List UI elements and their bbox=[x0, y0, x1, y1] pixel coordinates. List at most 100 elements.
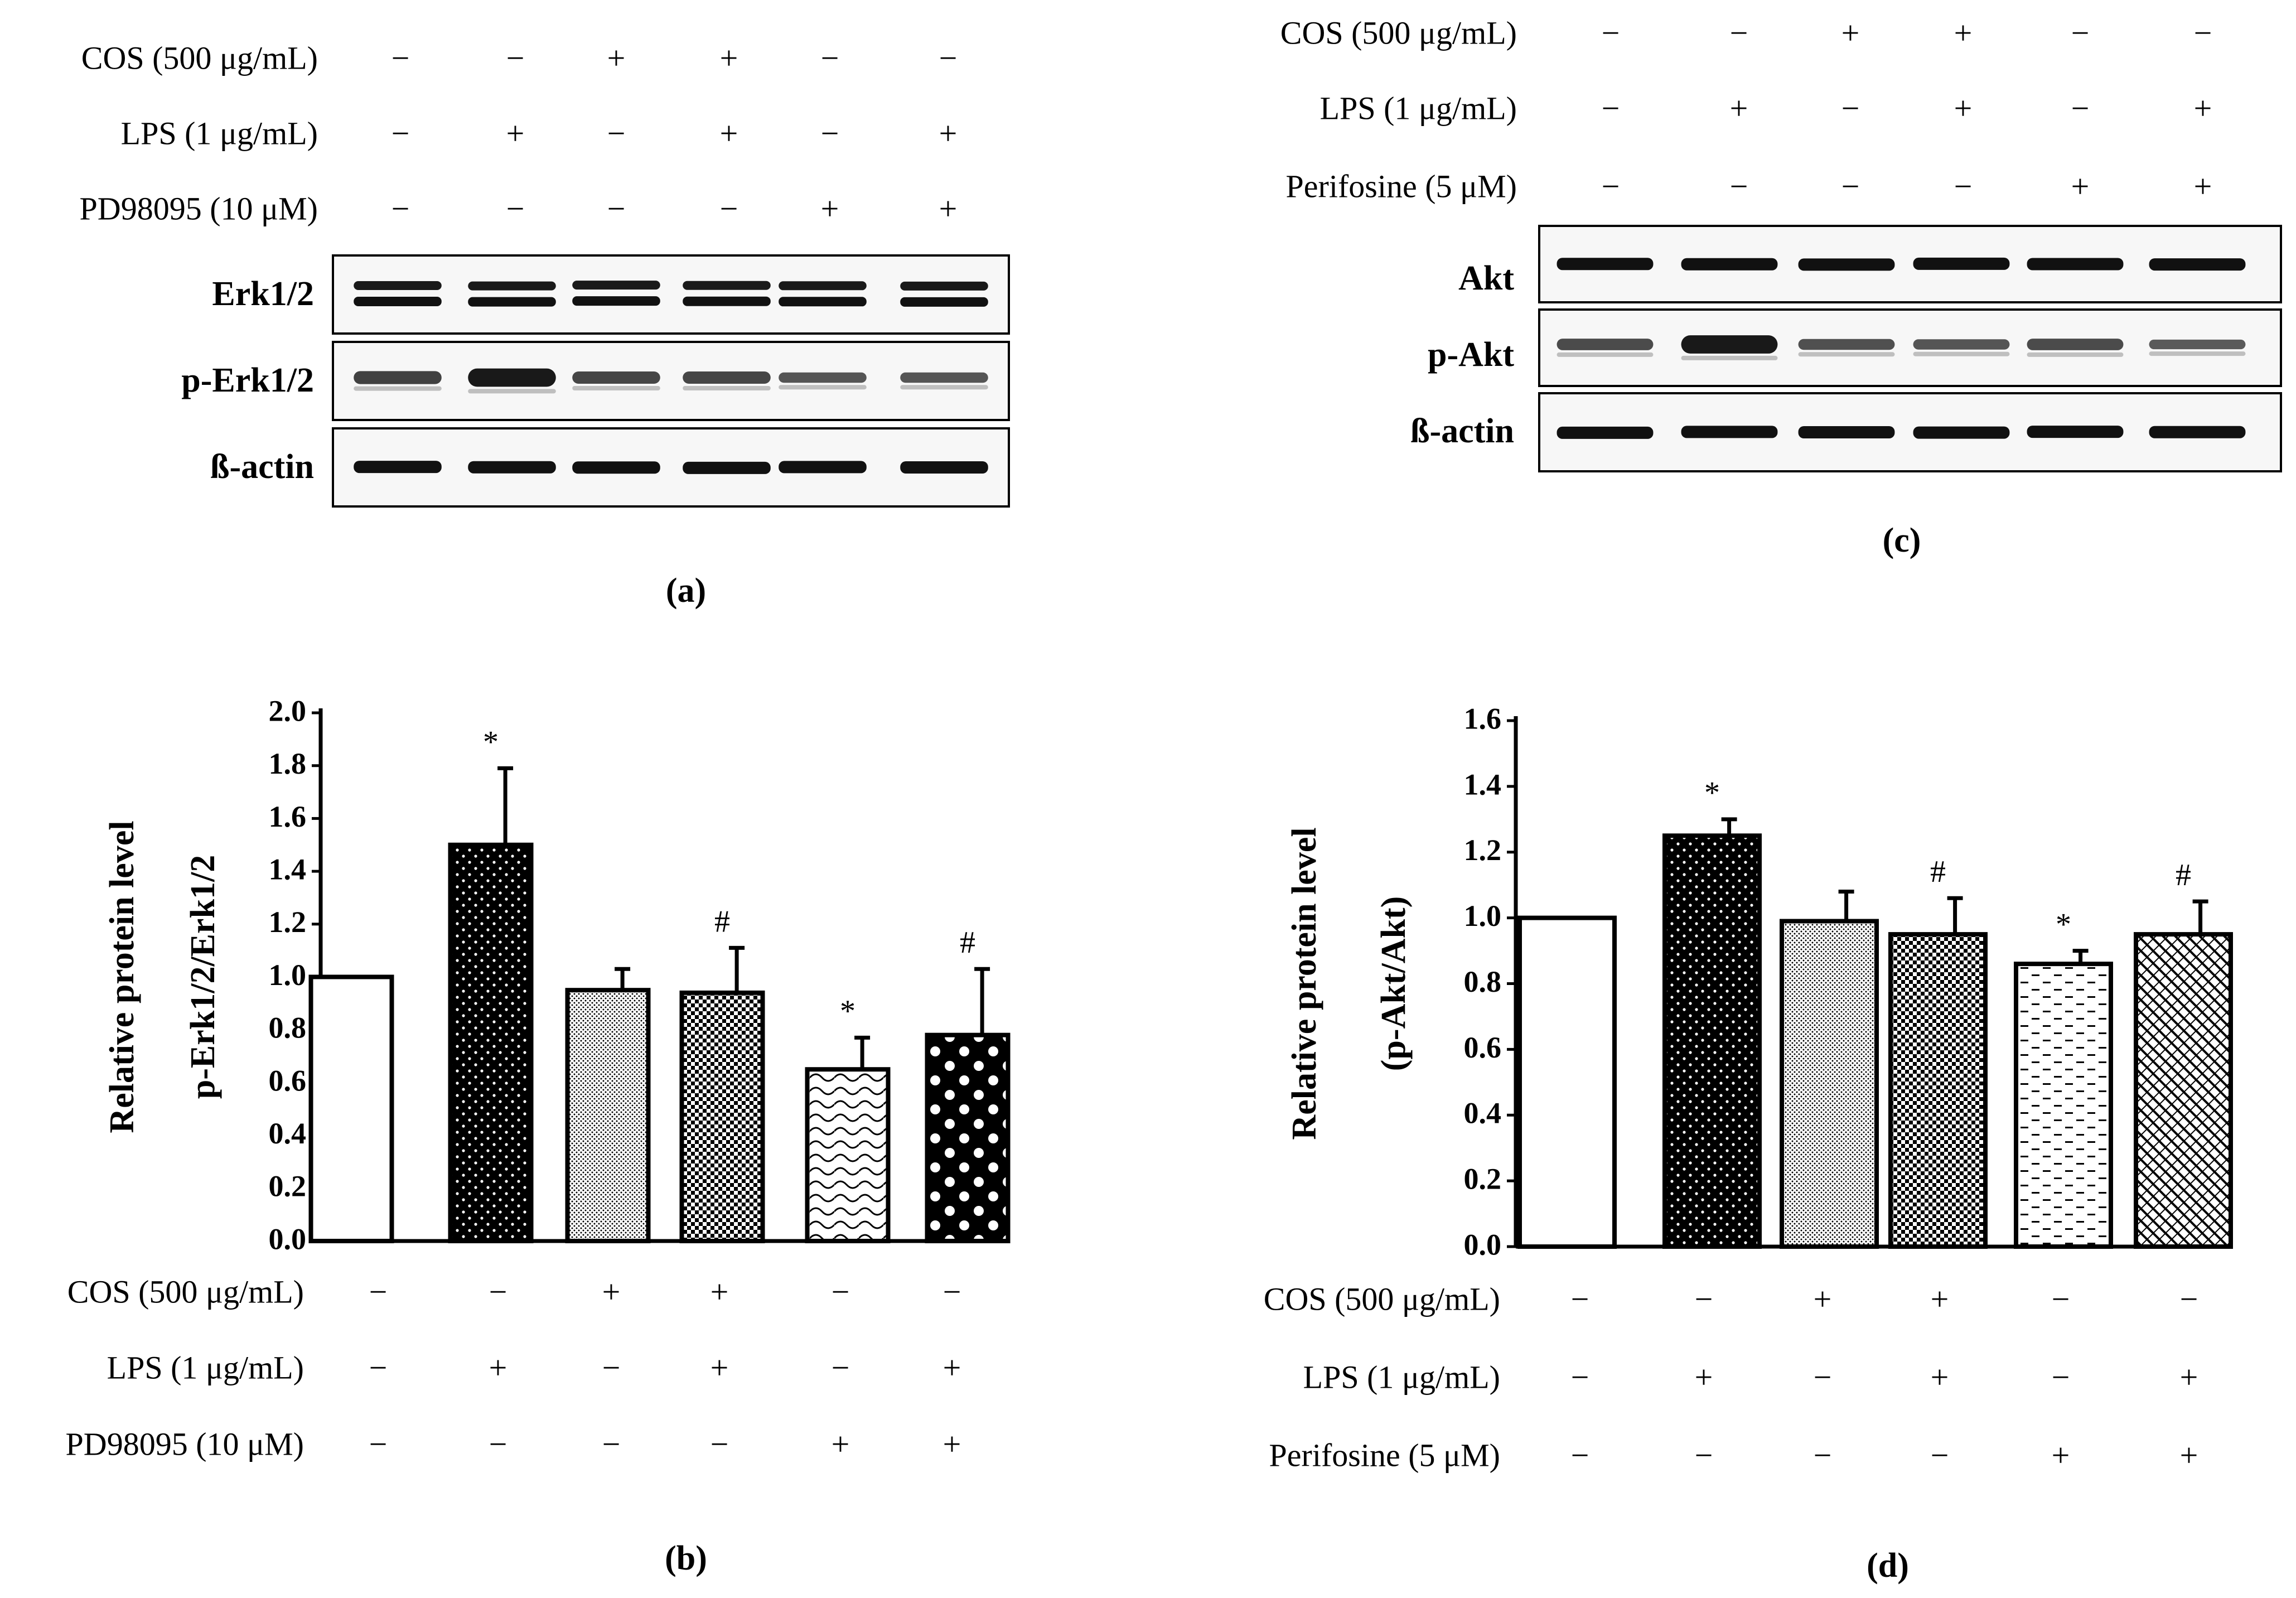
c-treat-sign-1-4: − bbox=[2071, 90, 2090, 126]
b-ylabel: Relative protein level bbox=[103, 820, 141, 1133]
d-bar-3 bbox=[1780, 919, 1879, 1249]
c-blot-pakt-band bbox=[1681, 335, 1778, 354]
a-treat-label-1: LPS (1 μg/mL) bbox=[121, 115, 318, 151]
d-treat-sign-2-4: + bbox=[2052, 1437, 2070, 1473]
a-treat-sign-1-1: + bbox=[506, 115, 525, 151]
a-blot-perk-band-faint bbox=[900, 385, 988, 390]
c-treat-sign-0-2: + bbox=[1841, 15, 1860, 51]
d-caption: (d) bbox=[1867, 1547, 1909, 1585]
b-annotation-4: # bbox=[714, 904, 730, 939]
b-bar-2 bbox=[448, 842, 534, 1243]
a-blot-label-1: p-Erk1/2 bbox=[181, 361, 314, 399]
a-blot-erk-band-lower bbox=[572, 296, 660, 306]
d-ytick-label: 0.2 bbox=[1464, 1162, 1502, 1196]
c-blot-actin-band bbox=[1557, 426, 1654, 439]
c-blot-akt-band bbox=[1798, 258, 1895, 271]
c-blot-actin-band bbox=[1913, 426, 2010, 439]
a-blot-erk-band-upper bbox=[683, 281, 771, 290]
a-blot-perk-band bbox=[468, 368, 556, 387]
a-blot-perk-frame bbox=[332, 341, 1010, 421]
d-treat-sign-2-5: + bbox=[2180, 1437, 2198, 1473]
d-ytick-label: 0.8 bbox=[1464, 965, 1502, 998]
c-blot-akt-band bbox=[2149, 258, 2246, 271]
a-blot-actin-band bbox=[900, 461, 988, 474]
a-blot-erk-band-lower bbox=[900, 297, 988, 307]
b-ylabel2: p-Erk1/2/Erk1/2 bbox=[184, 855, 222, 1099]
a-blot-actin bbox=[332, 427, 1010, 508]
a-blot-erk-band-lower bbox=[683, 296, 771, 306]
c-blot-akt-band bbox=[1681, 258, 1778, 271]
a-blot-actin-band bbox=[572, 461, 660, 474]
d-treat-sign-1-2: − bbox=[1814, 1359, 1832, 1395]
c-blot-akt-band bbox=[2027, 258, 2124, 271]
c-treat-sign-1-0: − bbox=[1602, 90, 1620, 126]
b-treat-sign-1-4: − bbox=[832, 1349, 850, 1385]
a-blot-erk-band-lower bbox=[468, 297, 556, 307]
a-treat-sign-1-2: − bbox=[607, 115, 626, 151]
d-treat-label-0: COS (500 μg/mL) bbox=[1264, 1281, 1500, 1317]
a-blot-perk-band bbox=[900, 372, 988, 383]
a-treat-sign-1-5: + bbox=[939, 115, 958, 151]
b-ytick-label: 0.0 bbox=[269, 1222, 307, 1256]
c-blot-pakt bbox=[1538, 308, 2282, 387]
a-blot-actin-band bbox=[468, 461, 556, 474]
a-blot-actin-band bbox=[779, 461, 867, 474]
c-blot-pakt-band bbox=[1913, 339, 2010, 350]
a-blot-label-2: ß-actin bbox=[210, 448, 314, 486]
a-blot-perk-band bbox=[683, 371, 771, 384]
d-treat-sign-1-0: − bbox=[1571, 1359, 1589, 1395]
a-blot-perk-band bbox=[572, 371, 660, 384]
d-ylabel2: (p-Akt/Akt) bbox=[1375, 896, 1413, 1071]
b-treat-sign-2-4: + bbox=[832, 1426, 850, 1462]
b-treat-sign-2-2: − bbox=[602, 1426, 621, 1462]
b-ytick-label: 1.0 bbox=[269, 958, 307, 992]
a-treat-sign-0-1: − bbox=[506, 40, 525, 76]
c-blot-pakt-band-faint bbox=[1681, 355, 1778, 360]
d-ytick-label: 1.6 bbox=[1464, 702, 1502, 735]
a-treat-label-2: PD98095 (10 μM) bbox=[80, 190, 318, 226]
c-blot-label-0: Akt bbox=[1458, 259, 1514, 297]
a-blot-erk-band-lower bbox=[779, 297, 867, 307]
a-treat-sign-0-0: − bbox=[391, 40, 410, 76]
b-ytick-label: 1.8 bbox=[269, 747, 307, 780]
a-blot-perk-band-faint bbox=[683, 386, 771, 390]
b-treat-sign-0-3: + bbox=[710, 1273, 729, 1310]
c-treat-sign-1-1: + bbox=[1730, 90, 1748, 126]
b-annotation-5: * bbox=[840, 994, 855, 1029]
c-treat-label-1: LPS (1 μg/mL) bbox=[1320, 90, 1517, 126]
c-blot-actin-band bbox=[1798, 426, 1895, 438]
c-treat-sign-0-1: − bbox=[1730, 15, 1748, 51]
d-annotation-2: * bbox=[1704, 776, 1720, 810]
d-bar-5 bbox=[2014, 962, 2113, 1249]
a-blot-perk-band-faint bbox=[468, 389, 556, 394]
d-treat-sign-2-2: − bbox=[1814, 1437, 1832, 1473]
c-treat-sign-2-4: + bbox=[2071, 168, 2090, 204]
d-treat-sign-0-2: + bbox=[1814, 1281, 1832, 1317]
d-ytick-label: 0.6 bbox=[1464, 1031, 1502, 1064]
a-treat-sign-0-2: + bbox=[607, 40, 626, 76]
d-bar-4 bbox=[1888, 932, 1988, 1249]
panel-a: COS (500 μg/mL) − − + + − − LPS (1 μg/mL) − + − + − +… bbox=[80, 40, 1010, 610]
b-treat-sign-1-2: − bbox=[602, 1349, 621, 1385]
b-caption: (b) bbox=[665, 1539, 707, 1577]
c-blot-actin-band bbox=[1681, 426, 1778, 438]
d-bar-2 bbox=[1662, 833, 1762, 1249]
c-treat-sign-2-3: − bbox=[1954, 168, 1973, 204]
b-treat-sign-2-0: − bbox=[369, 1426, 388, 1462]
c-treat-sign-2-0: − bbox=[1602, 168, 1620, 204]
a-blot-perk-band-faint bbox=[354, 386, 442, 391]
c-treat-sign-2-2: − bbox=[1841, 168, 1860, 204]
b-treat-sign-2-3: − bbox=[710, 1426, 729, 1462]
d-annotation-5: * bbox=[2056, 907, 2071, 942]
b-treat-sign-2-1: − bbox=[489, 1426, 507, 1462]
b-treat-sign-0-2: + bbox=[602, 1273, 621, 1310]
b-treat-sign-0-4: − bbox=[832, 1273, 850, 1310]
d-ylabel: Relative protein level bbox=[1285, 827, 1323, 1140]
b-treat-sign-0-0: − bbox=[369, 1273, 388, 1310]
a-blot-perk-band bbox=[779, 372, 867, 383]
c-blot-akt bbox=[1538, 225, 2282, 303]
a-treat-sign-1-0: − bbox=[391, 115, 410, 151]
b-treat-sign-1-5: + bbox=[943, 1349, 961, 1385]
d-treat-label-2: Perifosine (5 μM) bbox=[1269, 1437, 1500, 1473]
a-treat-sign-1-4: − bbox=[821, 115, 839, 151]
